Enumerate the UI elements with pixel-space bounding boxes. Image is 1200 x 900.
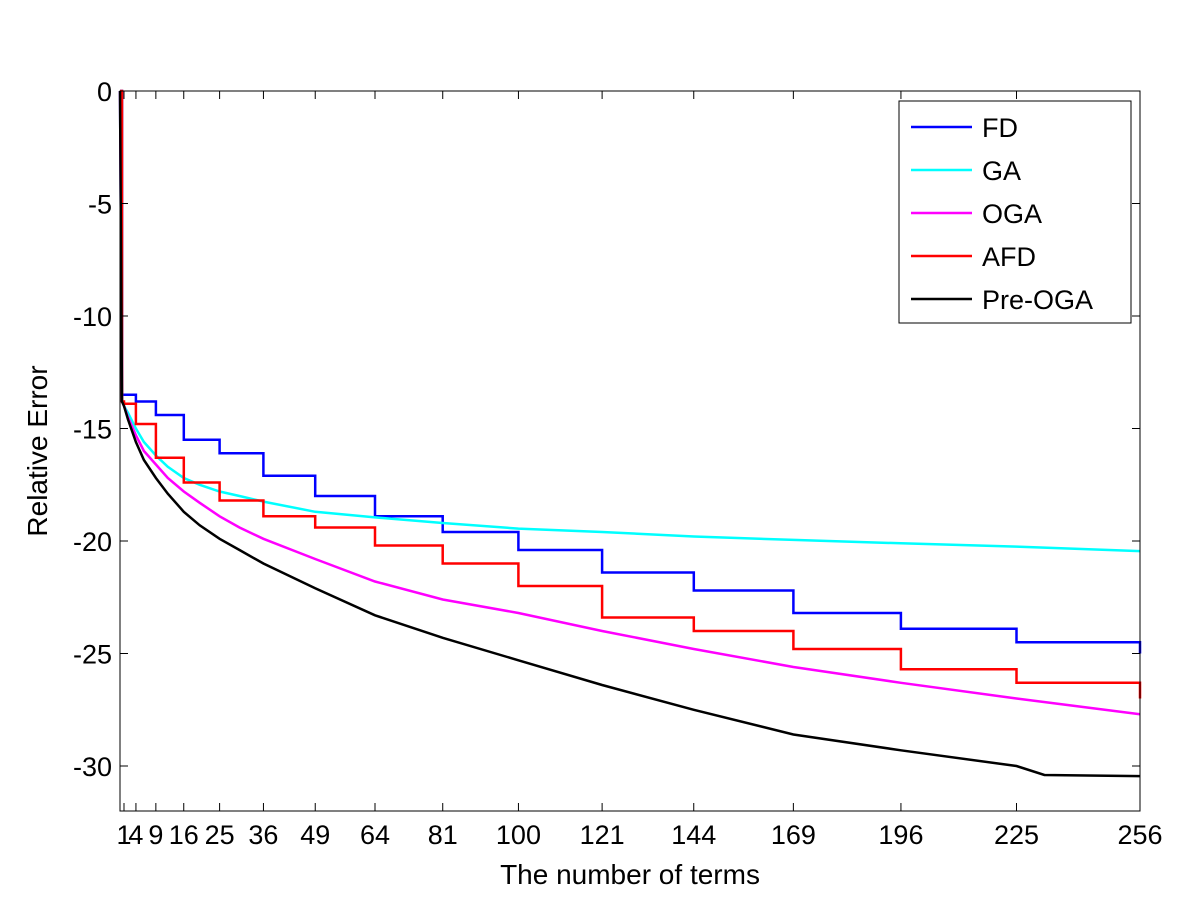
legend-label-afd: AFD bbox=[982, 242, 1036, 272]
legend-label-oga: OGA bbox=[982, 199, 1042, 229]
y-tick-label: -20 bbox=[73, 527, 112, 557]
y-tick-label: 0 bbox=[97, 77, 112, 107]
x-tick-label: 16 bbox=[169, 820, 199, 850]
y-tick-label: -25 bbox=[73, 640, 112, 670]
x-tick-label: 1 bbox=[116, 820, 131, 850]
x-tick-label: 25 bbox=[205, 820, 235, 850]
x-tick-label: 36 bbox=[248, 820, 278, 850]
x-tick-label: 4 bbox=[128, 820, 143, 850]
legend-label-ga: GA bbox=[982, 156, 1021, 186]
x-tick-label: 196 bbox=[878, 820, 923, 850]
series-line-oga bbox=[118, 90, 1141, 716]
x-tick-label: 169 bbox=[771, 820, 816, 850]
y-tick-label: -5 bbox=[88, 190, 112, 220]
y-tick-label: -30 bbox=[73, 752, 112, 782]
x-tick-label: 225 bbox=[994, 820, 1039, 850]
series-line-fd bbox=[120, 89, 1142, 654]
series-line-pre-oga bbox=[118, 90, 1141, 778]
x-tick-label: 81 bbox=[428, 820, 458, 850]
y-tick-label: -15 bbox=[73, 415, 112, 445]
x-tick-label: 64 bbox=[360, 820, 390, 850]
x-tick-label: 100 bbox=[496, 820, 541, 850]
x-tick-label: 121 bbox=[580, 820, 625, 850]
x-tick-label: 144 bbox=[671, 820, 716, 850]
series-line-ga bbox=[118, 90, 1141, 553]
y-axis-title: Relative Error bbox=[22, 365, 53, 536]
x-tick-label: 256 bbox=[1117, 820, 1162, 850]
tick-layer: 14 9 16 25 36 49 64 81 100 121 144 169 196 225 2560-5-… bbox=[73, 77, 1163, 850]
series-layer bbox=[118, 89, 1142, 778]
x-axis-title: The number of terms bbox=[500, 859, 760, 890]
legend: FD GA OGA AFD Pre-OGA bbox=[898, 100, 1132, 324]
series-line-afd bbox=[120, 89, 1142, 699]
plot-frame bbox=[119, 90, 1141, 812]
y-tick-label: -10 bbox=[73, 302, 112, 332]
x-tick-label: 49 bbox=[300, 820, 330, 850]
legend-label-fd: FD bbox=[982, 113, 1018, 143]
x-tick-label: 9 bbox=[148, 820, 163, 850]
legend-label-pre-oga: Pre-OGA bbox=[982, 285, 1093, 315]
